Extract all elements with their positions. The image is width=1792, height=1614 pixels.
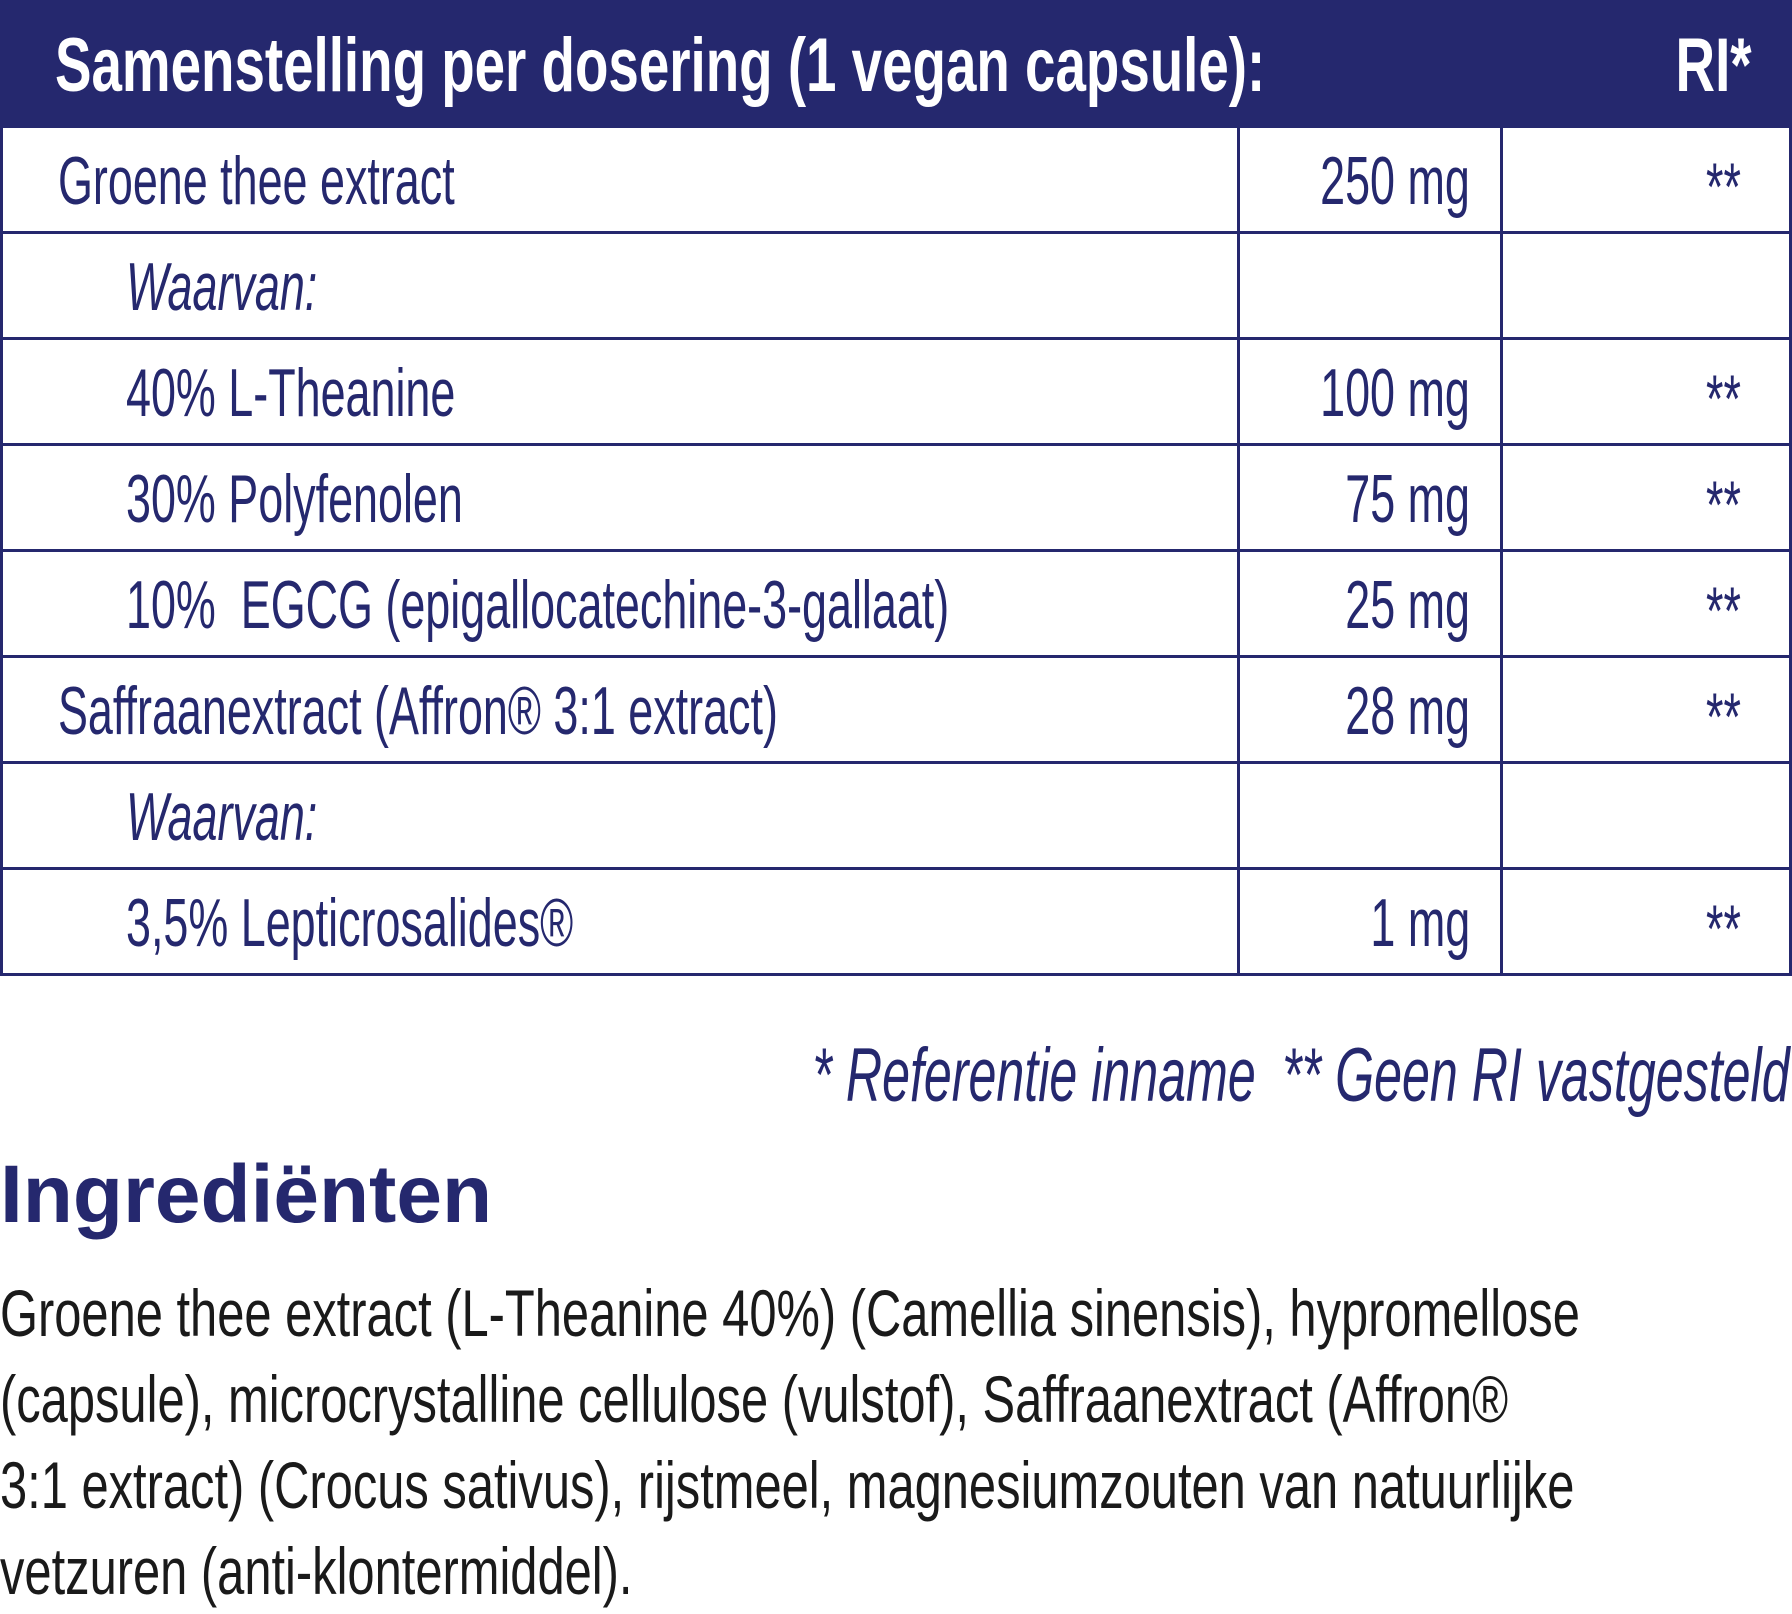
ingredients-line: 3:1 extract) (Crocus sativus), rijstmeel… — [0, 1448, 1575, 1522]
table-row: Groene thee extract 250 mg ** — [0, 128, 1792, 234]
ingredient-amount: 25 mg — [1345, 567, 1470, 643]
footnote-ri: * Referentie inname — [812, 1033, 1257, 1118]
ingredient-ri: ** — [1706, 467, 1741, 543]
table-title: Samenstelling per dosering (1 vegan caps… — [55, 23, 1266, 108]
ingredients-title: Ingrediënten — [0, 1149, 493, 1240]
table-row: 3,5% Lepticrosalides® 1 mg ** — [0, 870, 1792, 976]
ingredient-name: 30% Polyfenolen — [126, 461, 463, 537]
ingredient-name: Groene thee extract — [58, 143, 455, 219]
table-header: Samenstelling per dosering (1 vegan caps… — [0, 0, 1792, 128]
ingredient-amount: 28 mg — [1345, 673, 1470, 749]
table-row: 10% EGCG (epigallocatechine-3-gallaat) 2… — [0, 552, 1792, 658]
ri-column-header: RI* — [1675, 23, 1752, 108]
composition-table: Groene thee extract 250 mg ** Waarvan: 4… — [0, 128, 1792, 976]
ingredient-name: 3,5% Lepticrosalides® — [126, 885, 574, 961]
ingredient-name: 10% EGCG (epigallocatechine-3-gallaat) — [126, 567, 950, 643]
ingredient-name: 40% L-Theanine — [126, 355, 456, 431]
ingredients-line: vetzuren (anti-klontermiddel). — [0, 1534, 633, 1608]
ingredients-line: (capsule), microcrystalline cellulose (v… — [0, 1362, 1509, 1436]
ingredient-name: Waarvan: — [126, 249, 318, 325]
ingredients-text: Groene thee extract (L-Theanine 40%) (Ca… — [0, 1270, 1792, 1614]
ingredient-name: Waarvan: — [126, 779, 318, 855]
ingredients-line: Groene thee extract (L-Theanine 40%) (Ca… — [0, 1276, 1580, 1350]
ingredient-amount: 100 mg — [1320, 355, 1470, 431]
ingredient-name: Saffraanextract (Affron® 3:1 extract) — [58, 673, 778, 749]
table-row: Waarvan: — [0, 764, 1792, 870]
table-row: 30% Polyfenolen 75 mg ** — [0, 446, 1792, 552]
ingredient-amount: 250 mg — [1320, 143, 1470, 219]
ingredient-ri: ** — [1706, 573, 1741, 649]
ingredient-amount: 75 mg — [1345, 461, 1470, 537]
ingredient-ri: ** — [1706, 679, 1741, 755]
ingredient-ri: ** — [1706, 891, 1741, 967]
table-row: Waarvan: — [0, 234, 1792, 340]
ingredient-ri: ** — [1706, 149, 1741, 225]
table-row: 40% L-Theanine 100 mg ** — [0, 340, 1792, 446]
footnote-no-ri: ** Geen RI vastgesteld — [1282, 1033, 1790, 1118]
ingredient-ri: ** — [1706, 361, 1741, 437]
table-row: Saffraanextract (Affron® 3:1 extract) 28… — [0, 658, 1792, 764]
footnote: * Referentie inname ** Geen RI vastgestel… — [786, 1032, 1790, 1119]
ingredient-amount: 1 mg — [1370, 885, 1470, 961]
